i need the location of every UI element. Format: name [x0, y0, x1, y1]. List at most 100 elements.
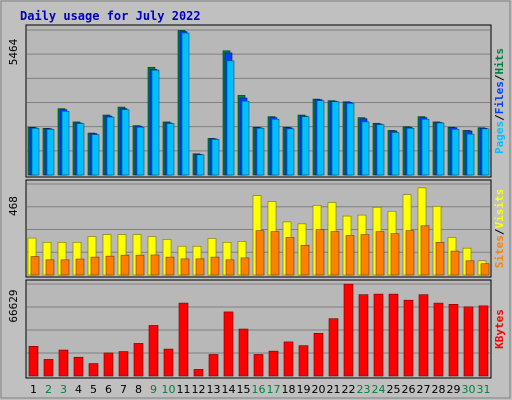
bar-kbytes-day-1	[28, 346, 39, 377]
bar-pages-day-29	[451, 129, 460, 176]
bar-kbytes-day-10	[163, 348, 174, 377]
x-tick-label: 14	[222, 383, 236, 396]
bar-sites-day-20	[315, 229, 325, 276]
bar-sites-day-31	[480, 263, 490, 276]
x-tick-label: 9	[150, 383, 157, 396]
bar-pages-day-13	[211, 139, 220, 176]
x-tick-label: 19	[297, 383, 311, 396]
chart-title: Daily usage for July 2022	[20, 9, 201, 23]
bar-pages-day-15	[241, 100, 250, 176]
panel-hits-files-pages: 5464 Pages/Files/Hits	[7, 24, 506, 178]
bar-sites-day-28	[435, 242, 445, 276]
x-tick-label: 13	[207, 383, 221, 396]
bar-sites-day-5	[90, 256, 100, 276]
label-separator: /	[493, 228, 506, 235]
bar-sites-day-30	[465, 260, 475, 276]
bar-sites-day-2	[45, 259, 55, 276]
x-tick-label: 2	[45, 383, 52, 396]
label-kbytes: KBytes	[493, 309, 506, 349]
bar-pages-day-19	[301, 116, 310, 176]
bar-kbytes-day-11	[178, 302, 189, 377]
bar-pages-day-11	[181, 32, 190, 176]
label-separator: /	[493, 114, 506, 121]
bar-kbytes-day-18	[283, 341, 294, 377]
x-tick-label: 20	[312, 383, 326, 396]
bar-kbytes-day-13	[208, 354, 219, 377]
bar-pages-day-21	[331, 101, 340, 176]
bar-pages-day-17	[271, 118, 280, 176]
x-tick-label: 18	[282, 383, 296, 396]
bar-pages-day-10	[166, 123, 175, 176]
bar-kbytes-day-27	[418, 294, 429, 377]
bar-pages-day-6	[106, 116, 115, 176]
bar-sites-day-16	[255, 230, 265, 276]
y-max-label: 5464	[7, 38, 20, 65]
bar-pages-day-1	[31, 127, 40, 176]
bar-kbytes-day-5	[88, 363, 99, 377]
x-tick-label: 6	[105, 383, 112, 396]
bar-pages-day-2	[46, 129, 55, 176]
x-tick-label: 7	[120, 383, 127, 396]
bar-pages-day-5	[91, 134, 100, 176]
bar-sites-day-10	[165, 256, 175, 276]
bar-sites-day-17	[270, 231, 280, 276]
bar-sites-day-25	[390, 233, 400, 276]
bar-kbytes-day-4	[73, 356, 84, 377]
bar-sites-day-22	[345, 235, 355, 276]
label-pages: Pages	[493, 121, 506, 154]
bar-kbytes-day-26	[403, 299, 414, 377]
x-tick-label: 22	[342, 383, 356, 396]
bar-kbytes-day-12	[193, 369, 204, 377]
x-tick-label: 24	[372, 383, 386, 396]
x-tick-label: 17	[267, 383, 281, 396]
x-tick-label: 8	[135, 383, 142, 396]
bar-kbytes-day-22	[343, 283, 354, 377]
x-tick-label: 23	[357, 383, 371, 396]
bar-sites-day-6	[105, 255, 115, 276]
right-series-label: Pages/Files/Hits	[493, 48, 506, 154]
bar-sites-day-19	[300, 244, 310, 276]
bar-kbytes-day-21	[328, 318, 339, 377]
bar-pages-day-18	[286, 128, 295, 176]
x-tick-label: 4	[75, 383, 82, 396]
bar-sites-day-24	[375, 231, 385, 276]
bar-pages-day-22	[346, 103, 355, 176]
bar-sites-day-4	[75, 258, 85, 276]
bar-kbytes-day-8	[133, 343, 144, 377]
bar-sites-day-27	[420, 225, 430, 276]
bar-sites-day-7	[120, 254, 130, 276]
x-tick-label: 3	[60, 383, 67, 396]
x-tick-label: 27	[417, 383, 431, 396]
bar-sites-day-3	[60, 259, 70, 276]
bar-sites-day-12	[195, 258, 205, 276]
x-tick-label: 16	[252, 383, 266, 396]
bar-kbytes-day-19	[298, 345, 309, 377]
panels: 5464Pages/Files/Hits468Sites/Visits66629…	[7, 24, 506, 379]
right-series-label: Sites/Visits	[493, 189, 506, 269]
x-tick-label: 1	[30, 383, 37, 396]
bar-sites-day-11	[180, 258, 190, 276]
bar-sites-day-8	[135, 254, 145, 276]
label-visits: Visits	[493, 189, 506, 229]
bar-pages-day-24	[376, 124, 385, 176]
panel-visits-sites: 468 Sites/Visits	[7, 179, 506, 278]
label-separator: /	[493, 74, 506, 81]
bar-sites-day-13	[210, 256, 220, 276]
bar-sites-day-29	[450, 250, 460, 276]
bar-sites-day-18	[285, 237, 295, 276]
x-tick-label: 25	[387, 383, 401, 396]
bar-kbytes-day-28	[433, 302, 444, 377]
bar-pages-day-16	[256, 127, 265, 176]
bar-kbytes-day-30	[463, 306, 474, 377]
bar-pages-day-12	[196, 154, 205, 176]
bar-pages-day-26	[406, 127, 415, 176]
right-series-label: KBytes	[493, 309, 506, 349]
bar-pages-day-25	[391, 132, 400, 176]
x-axis-labels: 1 2 3 4 5 6 7 8 9 10 11 12 13 14 15 16 17 18 19 20 21 22 23 24 2…	[30, 383, 491, 396]
bar-sites-day-23	[360, 234, 370, 276]
bar-kbytes-day-20	[313, 333, 324, 377]
bar-pages-day-30	[466, 133, 475, 176]
bar-kbytes-day-14	[223, 311, 234, 377]
x-tick-label: 29	[447, 383, 461, 396]
